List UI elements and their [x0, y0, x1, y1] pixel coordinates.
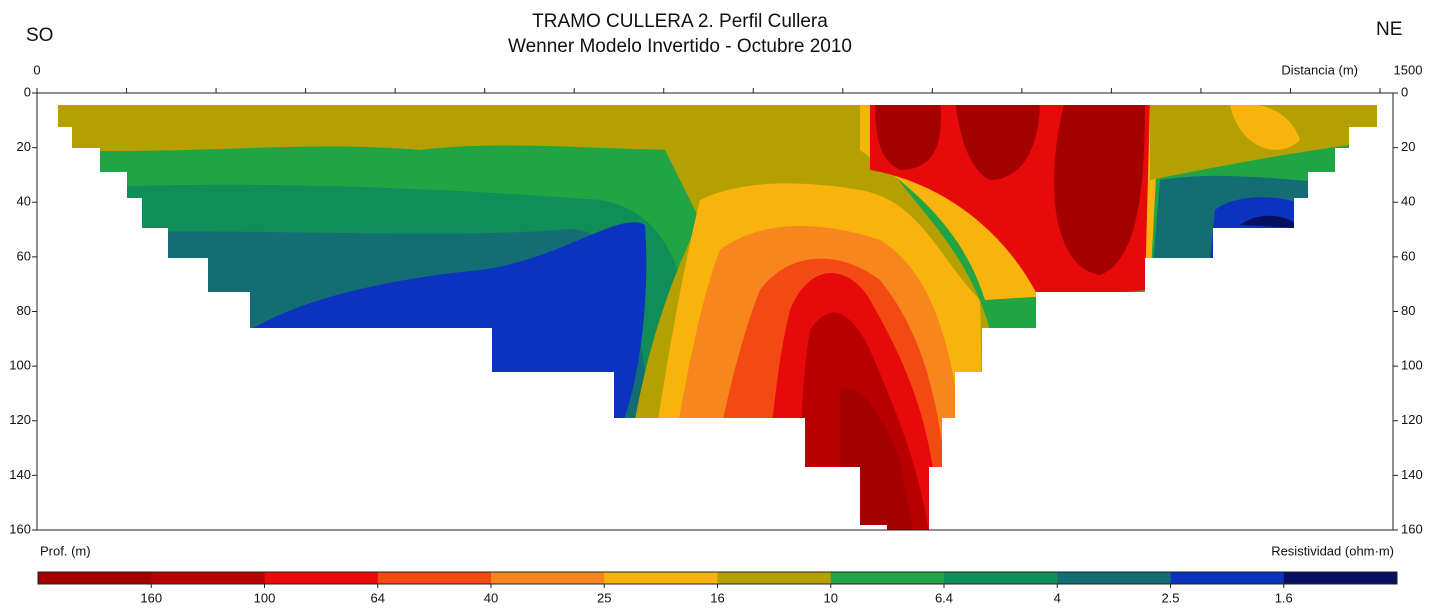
y-tick-label: 120 [1401, 412, 1423, 427]
chart-title: TRAMO CULLERA 2. Perfil Cullera [532, 11, 828, 32]
colorbar-tick-label: 25 [597, 590, 611, 605]
y-tick-label: 20 [17, 139, 31, 154]
colorbar-tick-label: 1.6 [1275, 590, 1293, 605]
y-tick-label: 100 [9, 358, 31, 373]
x-tick-label: 1500 [1394, 62, 1423, 77]
colorbar-swatch [38, 572, 152, 584]
y-tick-label: 120 [9, 412, 31, 427]
colorbar-swatch [491, 572, 605, 584]
y-tick-label: 140 [9, 467, 31, 482]
y-axis-label: Prof. (m) [40, 543, 91, 558]
colorbar-tick-label: 4 [1054, 590, 1061, 605]
colorbar-tick-label: 40 [484, 590, 498, 605]
colorbar-swatch [830, 572, 945, 584]
colorbar-swatch [1170, 572, 1285, 584]
x-tick-label: 0 [33, 62, 40, 77]
y-tick-label: 80 [1401, 303, 1415, 318]
colorbar-tick-label: 10 [824, 590, 838, 605]
colorbar-tick-label: 160 [140, 590, 162, 605]
y-tick-label: 40 [17, 194, 31, 209]
right-label: NE [1376, 19, 1402, 40]
colorbar-swatch [264, 572, 379, 584]
colorbar-swatch [377, 572, 492, 584]
colorbar-swatch [1057, 572, 1171, 584]
colorbar-swatch [944, 572, 1058, 584]
left-label: SO [26, 25, 53, 46]
y-tick-label: 0 [24, 84, 31, 99]
colorbar-tick-label: 16 [710, 590, 724, 605]
y-tick-label: 20 [1401, 139, 1415, 154]
colorbar-swatch [717, 572, 832, 584]
y-tick-label: 160 [1401, 521, 1423, 536]
y-tick-label: 60 [1401, 248, 1415, 263]
section-field [58, 105, 1377, 530]
y-tick-label: 160 [9, 521, 31, 536]
colorbar-swatch [151, 572, 265, 584]
y-tick-label: 100 [1401, 358, 1423, 373]
colorbar-tick-label: 64 [371, 590, 385, 605]
colorbar-tick-label: 2.5 [1161, 590, 1179, 605]
colorbar-swatch [604, 572, 718, 584]
y-tick-label: 80 [17, 303, 31, 318]
y-tick-label: 0 [1401, 84, 1408, 99]
colorbar-tick-label: 6.4 [935, 590, 953, 605]
colorbar-label: Resistividad (ohm·m) [1271, 543, 1394, 558]
colorbar-swatch [1283, 572, 1398, 584]
y-tick-label: 40 [1401, 194, 1415, 209]
chart-subtitle: Wenner Modelo Invertido - Octubre 2010 [508, 36, 852, 57]
colorbar-tick-label: 100 [254, 590, 276, 605]
x-axis-label: Distancia (m) [1281, 62, 1358, 77]
y-tick-label: 60 [17, 248, 31, 263]
y-tick-label: 140 [1401, 467, 1423, 482]
